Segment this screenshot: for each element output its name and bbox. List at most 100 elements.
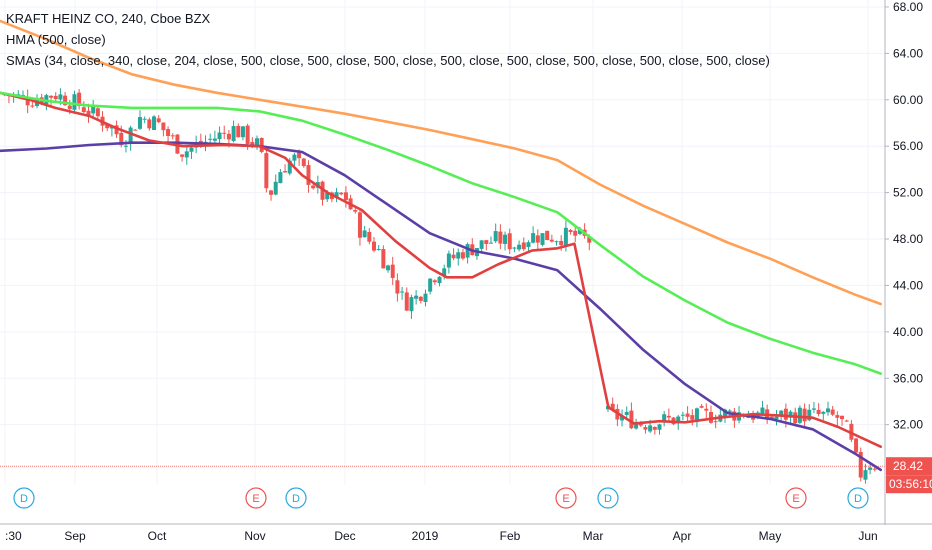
candle-body [30,105,35,107]
countdown-label: 03:56:10 [889,477,932,491]
candle-body [797,407,802,423]
event-circle [285,487,307,509]
candle-body [634,421,639,429]
candle-body [802,408,807,422]
candle-body [334,192,339,198]
candle-body [390,264,395,278]
candle-body [95,108,100,117]
candle-body [699,406,704,408]
candle-body [503,234,508,244]
candle-body [49,95,54,98]
earnings-marker[interactable]: E [785,487,807,509]
candle-body [63,95,68,106]
event-circle [13,487,35,509]
earnings-marker[interactable]: E [245,487,267,509]
candle-body [666,415,671,418]
candle-body [105,123,110,129]
y-tick-label: 60.00 [893,93,923,107]
candle-body [180,154,185,157]
x-tick-label: Dec [334,529,355,543]
sma-204-line [0,91,882,375]
event-circle [597,487,619,509]
candle-body [507,233,512,250]
candle-body [109,127,114,129]
candle-body [821,411,826,414]
candle-body [133,129,138,131]
candle-body [67,105,72,109]
event-circle [785,487,807,509]
candle-body [830,409,835,415]
candle-body [713,421,718,423]
countdown-box [886,475,932,494]
y-tick-label: 64.00 [893,46,923,60]
candle-body [854,438,859,453]
candle-body [774,416,779,420]
candle-body [137,117,142,129]
candle-body [226,133,231,140]
candle-body [222,132,227,134]
candle-body [685,413,690,417]
candle-body [535,235,540,243]
candle-body [432,280,437,283]
candle-body [245,125,250,144]
candle-body [400,291,405,293]
dividend-marker[interactable]: D [597,487,619,509]
dividend-marker[interactable]: D [13,487,35,509]
candle-body [554,241,559,243]
event-letter: D [604,493,612,505]
candle-body [446,253,451,268]
x-tick-label: Jun [858,529,877,543]
earnings-marker[interactable]: E [555,487,577,509]
dividend-marker[interactable]: D [847,487,869,509]
candle-body [381,249,386,269]
candlestick-layer [2,88,877,484]
candle-body [353,209,358,212]
candle-body [545,230,550,241]
x-tick-label: Mar [583,529,604,543]
candle-body [306,165,311,185]
candle-body [643,427,648,430]
candle-body [128,127,133,145]
candle-body [86,110,91,116]
candle-body [259,138,264,152]
candle-body [58,94,63,100]
candle-body [264,153,269,189]
candle-body [840,415,845,420]
candle-body [184,151,189,158]
candle-body [563,227,568,247]
candle-body [517,244,522,250]
x-tick-label: 2019 [412,529,439,543]
candle-body [147,119,152,129]
symbol-title[interactable]: KRAFT HEINZ CO, 240, Cboe BZX [6,11,211,26]
candle-body [844,420,849,422]
candle-body [77,92,82,106]
candle-body [629,410,634,429]
dividend-marker[interactable]: D [285,487,307,509]
candle-body [386,265,391,271]
candle-body [559,240,564,246]
candle-body [283,171,288,173]
candle-body [704,408,709,411]
sma-legend[interactable]: SMAs (34, close, 340, close, 204, close,… [6,53,770,68]
candle-body [212,138,217,141]
candle-body [409,297,414,312]
candle-body [287,160,292,174]
candle-body [236,125,241,138]
candle-body [540,233,545,245]
candle-body [301,158,306,167]
candle-body [489,242,494,244]
candle-body [816,409,821,415]
candle-body [652,427,657,430]
candle-body [325,192,330,200]
event-circle [555,487,577,509]
candle-body [217,132,222,140]
event-circle [847,487,869,509]
x-tick-label: Feb [500,529,521,543]
event-letter: E [252,493,259,505]
hma-legend[interactable]: HMA (500, close) [6,32,106,47]
candle-body [170,135,175,137]
candle-body [549,239,554,242]
